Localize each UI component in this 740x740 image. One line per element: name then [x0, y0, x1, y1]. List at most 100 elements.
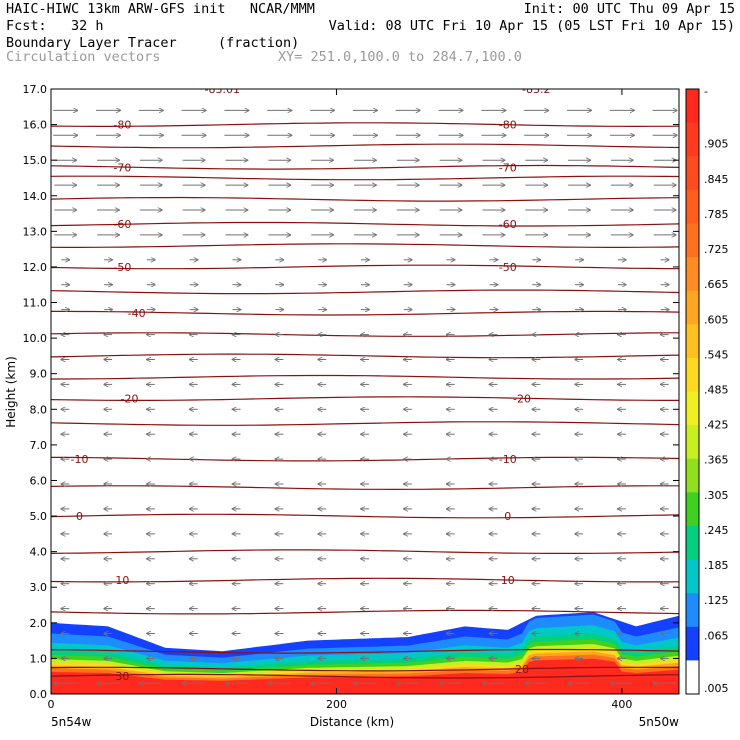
- contour-label: -50: [499, 261, 517, 274]
- colorbar-frame: [685, 88, 700, 695]
- colorbar-swatch: [686, 223, 699, 258]
- contour-label: -60: [499, 218, 517, 231]
- y-tick-label: 4.0: [30, 546, 48, 559]
- temperature-contour: [51, 175, 679, 181]
- colorbar-label: .245: [704, 524, 729, 537]
- colorbar-label: .305: [704, 489, 729, 502]
- y-axis-label: Height (km): [4, 356, 18, 427]
- temperature-contour: [51, 374, 679, 380]
- colorbar-label: .005: [704, 682, 729, 695]
- colorbar-swatch: [686, 660, 699, 695]
- colorbar-label: .605: [704, 313, 729, 326]
- y-tick-label: 5.0: [30, 510, 48, 523]
- contour-label: -10: [71, 453, 89, 466]
- colorbar-label: .485: [704, 384, 729, 397]
- temperature-contour: [51, 122, 679, 128]
- y-tick-label: 15.0: [23, 154, 48, 167]
- y-tick-label: 13.0: [23, 225, 48, 238]
- contour-label: -70: [499, 161, 517, 174]
- contour-label: -10: [499, 453, 517, 466]
- contour-label: 0: [76, 510, 83, 523]
- colorbar-swatch: [686, 492, 699, 527]
- x-end-label: 5n50w: [639, 715, 680, 729]
- temperature-contour: [51, 577, 679, 583]
- valid-time: Valid: 08 UTC Fri 10 Apr 15 (05 LST Fri …: [328, 18, 735, 34]
- temperature-contour: [51, 549, 679, 554]
- temperature-contour: [51, 243, 679, 248]
- colorbar-label: .845: [704, 173, 729, 186]
- forecast-hour: Fcst: 32 h: [6, 18, 104, 34]
- contour-label: 10: [115, 574, 129, 587]
- colorbar-label: .725: [704, 243, 729, 256]
- contour-label: 10: [501, 574, 515, 587]
- contour-label: -50: [113, 261, 131, 274]
- colorbar-swatch: [686, 89, 699, 124]
- temperature-contour: [51, 609, 679, 615]
- temperature-contour: [51, 264, 679, 270]
- vector-name: Circulation vectors: [6, 49, 161, 65]
- colorbar-label: .545: [704, 348, 729, 361]
- temperature-contour: [51, 353, 679, 359]
- y-tick-label: 17.0: [23, 83, 48, 96]
- temperature-contour: [51, 143, 679, 149]
- field-name: Boundary Layer Tracer: [6, 35, 177, 51]
- y-tick-label: 16.0: [23, 119, 48, 132]
- temperature-contour: [51, 164, 679, 170]
- colorbar-label: .125: [704, 594, 729, 607]
- y-tick-label: 0.0: [30, 688, 48, 701]
- y-tick-label: 6.0: [30, 474, 48, 487]
- contour-label: -80: [499, 119, 517, 132]
- temperature-contour: [51, 673, 679, 679]
- colorbar-swatch: [686, 559, 699, 594]
- y-tick-label: 9.0: [30, 368, 48, 381]
- contour-label: -80: [113, 119, 131, 132]
- temperature-contour: [51, 513, 679, 519]
- temperature-contour: [51, 289, 679, 295]
- temperature-contour: [51, 485, 679, 491]
- contour-label: -60: [113, 218, 131, 231]
- colorbar-label: .785: [704, 208, 729, 221]
- colorbar-swatch: [686, 324, 699, 359]
- contour-label: -20: [513, 393, 531, 406]
- colorbar-label: .905: [704, 138, 729, 151]
- contour-label: -20: [121, 393, 139, 406]
- y-tick-label: 12.0: [23, 261, 48, 274]
- tracer-band-9: [51, 658, 679, 694]
- contour-label: 30: [115, 670, 129, 683]
- temperature-contour: [51, 421, 679, 426]
- colorbar-label: .365: [704, 454, 729, 467]
- init-time: Init: 00 UTC Thu 09 Apr 15: [523, 1, 735, 17]
- colorbar-swatch: [686, 391, 699, 426]
- temperature-contour: [51, 221, 679, 227]
- colorbar-swatch: [686, 626, 699, 661]
- colorbar-swatch: [686, 458, 699, 493]
- y-tick-label: 1.0: [30, 652, 48, 665]
- colorbar-label: .065: [704, 629, 729, 642]
- temperature-contour: [51, 666, 679, 672]
- colorbar-label: .185: [704, 559, 729, 572]
- y-tick-label: 14.0: [23, 190, 48, 203]
- temperature-contour: [51, 648, 679, 654]
- model-title: HAIC-HIWC 13km ARW-GFS init NCAR/MMM: [6, 1, 315, 17]
- contour-label: 20: [515, 663, 529, 676]
- x-tick-label: 200: [326, 698, 347, 711]
- colorbar-swatch: [686, 357, 699, 393]
- x-tick-label: 0: [48, 698, 55, 711]
- x-start-label: 5n54w: [51, 715, 92, 729]
- temperature-contour: [51, 310, 679, 316]
- colorbar-swatch: [686, 257, 699, 292]
- y-tick-label: 7.0: [30, 439, 48, 452]
- contour-label: 0: [504, 510, 511, 523]
- colorbar-swatch: [686, 593, 699, 628]
- contour-label: -40: [128, 307, 146, 320]
- y-tick-label: 8.0: [30, 403, 48, 416]
- colorbar-swatch: [686, 122, 699, 157]
- x-tick-label: 400: [611, 698, 632, 711]
- temperature-contour: [51, 396, 679, 401]
- colorbar-label: .425: [704, 419, 729, 432]
- temperature-contour: [51, 196, 679, 202]
- y-tick-label: 10.0: [23, 332, 48, 345]
- colorbar-label: .665: [704, 278, 729, 291]
- y-tick-label: 2.0: [30, 617, 48, 630]
- y-tick-label: 11.0: [23, 297, 48, 310]
